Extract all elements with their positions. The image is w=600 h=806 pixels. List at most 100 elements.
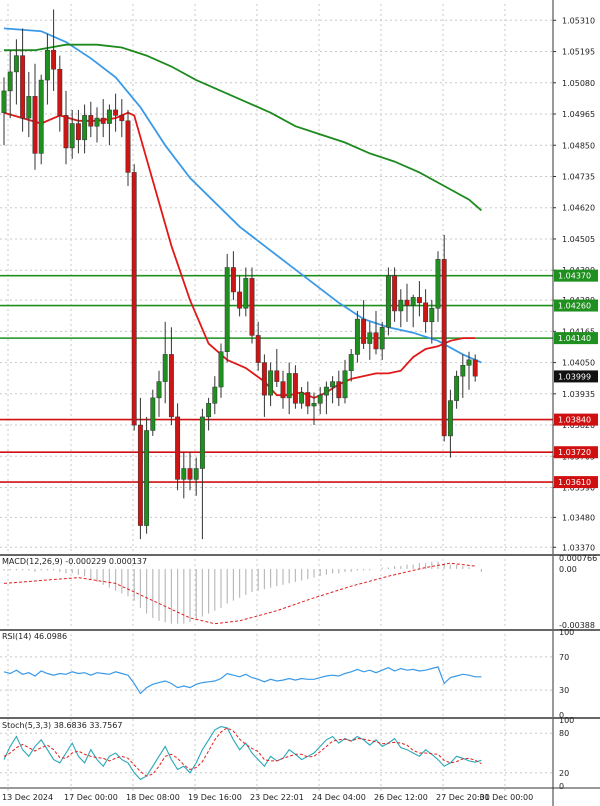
stoch-panel: Stoch(5,3,3) 38.6836 33.7567 100 80 20 0 bbox=[0, 716, 600, 791]
candle-body bbox=[51, 49, 57, 70]
candle-body bbox=[230, 267, 236, 293]
candle-body bbox=[466, 359, 472, 366]
macd-title: MACD(12,26,9) -0.000229 0.000137 bbox=[2, 557, 147, 566]
candle-body bbox=[249, 278, 255, 336]
candle-body bbox=[206, 403, 212, 418]
level-tag-label: 1.04260 bbox=[558, 302, 591, 311]
moving-average-line bbox=[3, 27, 482, 364]
time-tick-label: 24 Dec 04:00 bbox=[312, 793, 366, 802]
price-tick-label: 1.04165 bbox=[562, 327, 595, 336]
candle-body bbox=[348, 354, 354, 371]
candle-body bbox=[311, 403, 317, 407]
candle-body bbox=[410, 297, 416, 306]
current-price-label: 1.03999 bbox=[558, 372, 591, 381]
candle-body bbox=[305, 392, 311, 407]
candle-body bbox=[441, 259, 447, 437]
candle-body bbox=[156, 381, 162, 399]
level-tag-label: 1.03720 bbox=[558, 448, 591, 457]
time-tick-label: 18 Dec 08:00 bbox=[126, 793, 180, 802]
candle-body bbox=[212, 386, 218, 404]
candle-body bbox=[75, 123, 81, 141]
candle-body bbox=[100, 117, 106, 124]
stoch-tick-label: 0 bbox=[559, 782, 564, 791]
candle-body bbox=[404, 299, 410, 306]
candle-body bbox=[342, 370, 348, 399]
price-tick-label: 1.03935 bbox=[562, 390, 595, 399]
candle-body bbox=[13, 55, 19, 73]
stoch-title: Stoch(5,3,3) 38.6836 33.7567 bbox=[2, 721, 122, 730]
candle-body bbox=[447, 400, 453, 437]
level-tag-label: 1.03840 bbox=[558, 416, 591, 425]
candle-body bbox=[32, 96, 38, 154]
candle-body bbox=[268, 370, 274, 396]
candle-body bbox=[323, 386, 329, 396]
current-price-tag bbox=[554, 370, 598, 383]
candle-body bbox=[255, 335, 261, 363]
candle-body bbox=[218, 351, 224, 388]
candle-body bbox=[243, 278, 249, 309]
candle-body bbox=[299, 392, 305, 404]
candle-body bbox=[175, 416, 181, 480]
rsi-tick-label: 0 bbox=[559, 711, 564, 720]
time-axis: 13 Dec 2024 17 Dec 00:00 18 Dec 08:00 19 De… bbox=[0, 787, 600, 802]
time-tick-label: 31 Dec 00:00 bbox=[479, 793, 533, 802]
rsi-tick-label: 30 bbox=[559, 686, 569, 695]
price-tick-label: 1.03370 bbox=[562, 543, 595, 552]
candle-body bbox=[224, 267, 230, 352]
candle-body bbox=[435, 259, 441, 309]
candle-body bbox=[137, 424, 143, 526]
candle-body bbox=[88, 115, 94, 127]
candle-body bbox=[292, 373, 298, 404]
candle-body bbox=[168, 354, 174, 418]
candle-body bbox=[286, 373, 292, 399]
time-tick-label: 13 Dec 2024 bbox=[2, 793, 53, 802]
price-tick-label: 1.03480 bbox=[562, 513, 595, 522]
macd-tick-label: 0.000766 bbox=[559, 554, 597, 563]
candle-body bbox=[193, 468, 199, 480]
price-tick-label: 1.05310 bbox=[562, 16, 595, 25]
candle-body bbox=[367, 332, 373, 344]
candle-body bbox=[385, 275, 391, 328]
level-tags: 1.04370 1.04260 1.04140 1.03840 1.03720 1.036… bbox=[554, 269, 598, 489]
price-tick-label: 1.05195 bbox=[562, 48, 595, 57]
candle-body bbox=[274, 370, 280, 382]
candle-body bbox=[7, 71, 13, 92]
candle-body bbox=[144, 430, 150, 526]
candle-body bbox=[261, 362, 267, 396]
candle-body bbox=[26, 96, 32, 119]
candle-body bbox=[237, 291, 243, 309]
candle-body bbox=[317, 394, 323, 404]
candle-body bbox=[392, 275, 398, 312]
price-tick-label: 1.04965 bbox=[562, 110, 595, 119]
level-tag bbox=[554, 413, 598, 426]
candle-body bbox=[69, 123, 75, 149]
candle-body bbox=[187, 468, 193, 480]
price-tick-label: 1.04505 bbox=[562, 235, 595, 244]
rsi-panel: RSI(14) 46.0986 100 70 30 0 bbox=[0, 628, 600, 720]
rsi-tick-label: 100 bbox=[559, 628, 574, 637]
candle-body bbox=[472, 359, 478, 377]
level-tag bbox=[554, 269, 598, 282]
time-tick-label: 23 Dec 22:01 bbox=[250, 793, 304, 802]
candle-body bbox=[150, 397, 156, 431]
moving-average-line bbox=[4, 43, 482, 212]
candle-body bbox=[423, 302, 429, 323]
price-tick-label: 1.04735 bbox=[562, 172, 595, 181]
time-tick-label: 26 Dec 12:00 bbox=[374, 793, 428, 802]
macd-tick-label: 0.00 bbox=[559, 565, 577, 574]
price-tick-label: 1.04850 bbox=[562, 141, 595, 150]
candle-body bbox=[113, 109, 119, 116]
candle-body bbox=[416, 297, 422, 304]
time-tick-label: 17 Dec 00:00 bbox=[64, 793, 118, 802]
level-tag bbox=[554, 446, 598, 459]
stoch-tick-label: 20 bbox=[559, 769, 569, 778]
macd-tick-label: -0.00388 bbox=[559, 621, 595, 630]
candle-body bbox=[94, 117, 100, 127]
candle-body bbox=[119, 115, 125, 122]
candle-body bbox=[280, 381, 286, 399]
candle-body bbox=[330, 381, 336, 388]
macd-panel: MACD(12,26,9) -0.000229 0.000137 0.00076… bbox=[0, 554, 600, 630]
candle-body bbox=[429, 307, 435, 323]
price-tick-label: 1.04050 bbox=[562, 359, 595, 368]
candle-body bbox=[38, 79, 44, 154]
